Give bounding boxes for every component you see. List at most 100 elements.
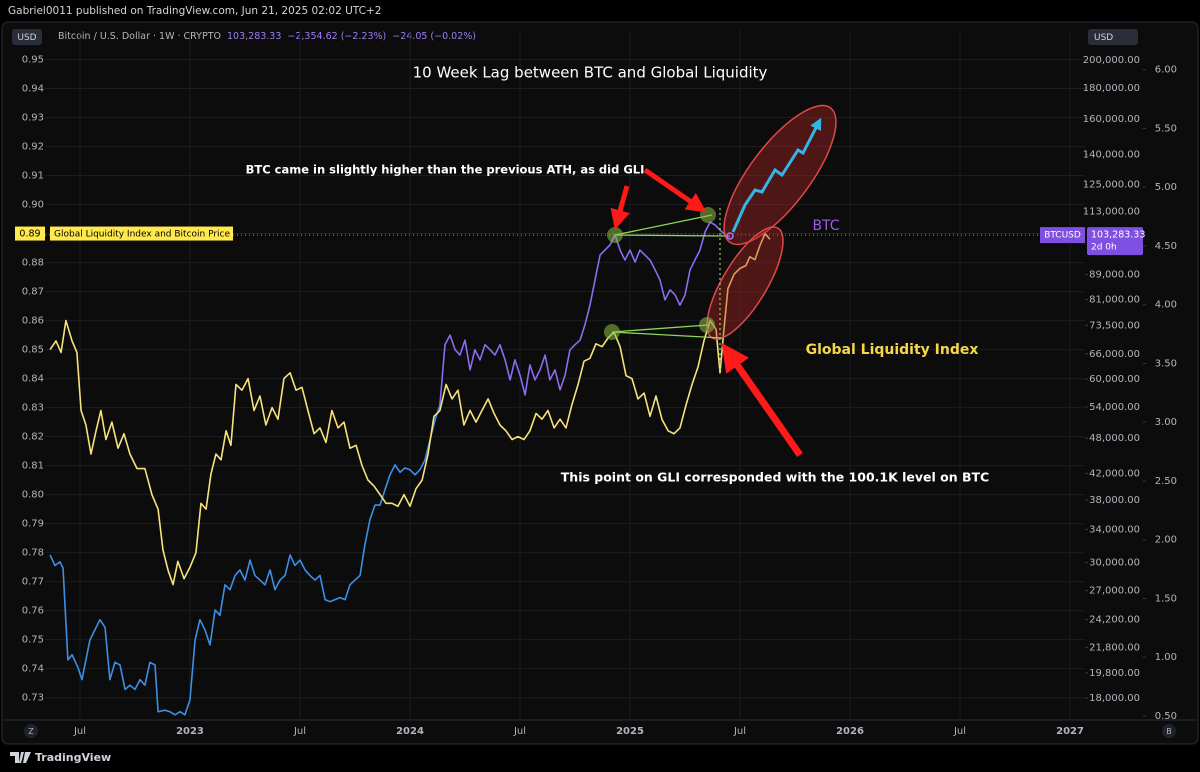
y-tick-label: 0.88 bbox=[22, 258, 44, 269]
y2-tick-label: 38,000.00 bbox=[1089, 495, 1140, 506]
indicator-label: Global Liquidity Index and Bitcoin Price bbox=[54, 230, 231, 240]
axis-button[interactable] bbox=[24, 724, 38, 738]
axes: 0.95 0.94 0.93 0.92 0.91 0.90 0.89 0.88 0.87 0.86… bbox=[15, 55, 1177, 737]
y2-tick-label: 18,000.00 bbox=[1089, 693, 1140, 704]
projection-arrow bbox=[731, 117, 822, 233]
y2-tick-label: 81,000.00 bbox=[1089, 294, 1140, 305]
y2-tick-label: 60,000.00 bbox=[1089, 374, 1140, 385]
indicator-last-badge bbox=[15, 226, 45, 241]
highlight-dot bbox=[607, 227, 623, 243]
y3-tick-label: 6.00 bbox=[1155, 65, 1177, 76]
x-tick-label: Jul bbox=[513, 726, 526, 737]
y-tick-label: 0.93 bbox=[22, 113, 44, 124]
y2-tick-label: 30,000.00 bbox=[1089, 558, 1140, 569]
y-tick-label: 0.76 bbox=[22, 606, 44, 617]
y-tick-label: 0.81 bbox=[22, 461, 44, 472]
chart-title: 10 Week Lag between BTC and Global Liqui… bbox=[413, 64, 768, 82]
highlight-dot bbox=[604, 324, 620, 340]
indicator-label-badge bbox=[50, 226, 233, 241]
y3-tick-label: 5.00 bbox=[1155, 182, 1177, 193]
y-tick-label: 0.80 bbox=[22, 490, 44, 501]
annotation: This point on GLI corresponded with the … bbox=[561, 470, 989, 485]
axis-button[interactable] bbox=[1162, 724, 1176, 738]
y2-tick-label: 125,000.00 bbox=[1083, 180, 1140, 191]
y3-tick-label: 2.50 bbox=[1155, 476, 1177, 487]
symbol: Bitcoin / U.S. Dollar · 1W · CRYPTO bbox=[58, 31, 221, 42]
y3-tick-label: 4.00 bbox=[1155, 300, 1177, 311]
series-line bbox=[49, 232, 771, 586]
x-tick-label: 2026 bbox=[836, 726, 864, 737]
y2-tick-label: 54,000.00 bbox=[1089, 402, 1140, 413]
x-tick-label: 2024 bbox=[396, 726, 424, 737]
y-tick-label: 0.84 bbox=[22, 374, 44, 385]
x-tick-label: Jul bbox=[73, 726, 86, 737]
y3-tick-label: 5.50 bbox=[1155, 123, 1177, 134]
annotation: BTC came in slightly higher than the pre… bbox=[246, 163, 645, 177]
last-price-badge bbox=[1087, 227, 1143, 256]
y-tick-label: 0.85 bbox=[22, 345, 44, 356]
y2-tick-label: 73,500.00 bbox=[1089, 320, 1140, 331]
y3-tick-label: 1.00 bbox=[1155, 652, 1177, 663]
series-line bbox=[49, 404, 441, 716]
y-tick-label: 0.90 bbox=[22, 200, 44, 211]
callout-arrow bbox=[610, 185, 630, 230]
y-tick-label: 0.75 bbox=[22, 635, 44, 646]
y-tick-label: 0.86 bbox=[22, 316, 44, 327]
series-label: Global Liquidity Index bbox=[806, 342, 979, 358]
trend-line bbox=[611, 331, 723, 339]
y3-tick-label: 2.00 bbox=[1155, 535, 1177, 546]
y2-tick-label: 140,000.00 bbox=[1083, 149, 1140, 160]
drawings: 10 Week Lag between BTC and Global Liqui… bbox=[246, 64, 990, 485]
y2-tick-label: 24,200.00 bbox=[1089, 615, 1140, 626]
currency-badge bbox=[1088, 29, 1138, 45]
y2-tick-label: 19,800.00 bbox=[1089, 668, 1140, 679]
x-tick-label: Jul bbox=[733, 726, 746, 737]
y-tick-label: 0.77 bbox=[22, 577, 44, 588]
y2-tick-label: 180,000.00 bbox=[1083, 83, 1140, 94]
price-axis-currency: USD bbox=[1094, 33, 1113, 43]
y-tick-label: 0.82 bbox=[22, 432, 44, 443]
last-symbol: BTCUSD bbox=[1044, 231, 1081, 241]
symbol-badge bbox=[1040, 227, 1085, 244]
y-tick-label: 0.95 bbox=[22, 55, 44, 66]
y3-tick-label: 4.50 bbox=[1155, 241, 1177, 252]
y-tick-label: 0.94 bbox=[22, 84, 44, 95]
y2-tick-label: 113,000.00 bbox=[1083, 206, 1140, 217]
y-tick-label: 0.91 bbox=[22, 171, 44, 182]
brand-name: TradingView bbox=[35, 751, 111, 764]
last-price-label: 103,283.33 bbox=[1091, 230, 1145, 241]
y2-tick-label: 42,000.00 bbox=[1089, 469, 1140, 480]
indicator-change: −24.05 (−0.02%) bbox=[392, 31, 476, 42]
y3-tick-label: 3.00 bbox=[1155, 417, 1177, 428]
y-tick-label: 0.73 bbox=[22, 693, 44, 704]
y3-tick-label: 3.50 bbox=[1155, 358, 1177, 369]
trend-line bbox=[614, 234, 726, 237]
axis-button-label: B bbox=[1166, 727, 1172, 736]
highlight-dot bbox=[700, 207, 716, 223]
y3-tick-label: 1.50 bbox=[1155, 593, 1177, 604]
series bbox=[49, 221, 771, 716]
y3-tick-label: 0.50 bbox=[1155, 711, 1177, 722]
y-tick-label: 0.83 bbox=[22, 403, 44, 414]
y-tick-label: 0.78 bbox=[22, 548, 44, 559]
currency: USD bbox=[17, 33, 36, 43]
change: −2,354.62 (−2.23%) bbox=[287, 31, 386, 42]
callout-arrow bbox=[643, 167, 707, 213]
trend-line bbox=[614, 214, 713, 236]
x-tick-label: 2023 bbox=[176, 726, 204, 737]
y2-tick-label: 21,800.00 bbox=[1089, 642, 1140, 653]
highlight-dot bbox=[699, 317, 715, 333]
last-point bbox=[726, 232, 734, 240]
currency-badge bbox=[12, 29, 42, 45]
y-tick-label: 0.79 bbox=[22, 519, 44, 530]
x-tick-label: Jul bbox=[293, 726, 306, 737]
x-tick-label: 2025 bbox=[616, 726, 644, 737]
brand-logo bbox=[10, 752, 31, 763]
series-line bbox=[439, 221, 731, 406]
indicator-last-value: 0.89 bbox=[19, 229, 40, 240]
trend-line bbox=[611, 324, 709, 333]
axis-button-label: Z bbox=[28, 727, 34, 736]
last-price: 103,283.33 bbox=[227, 31, 281, 42]
y2-tick-label: 27,000.00 bbox=[1089, 586, 1140, 597]
